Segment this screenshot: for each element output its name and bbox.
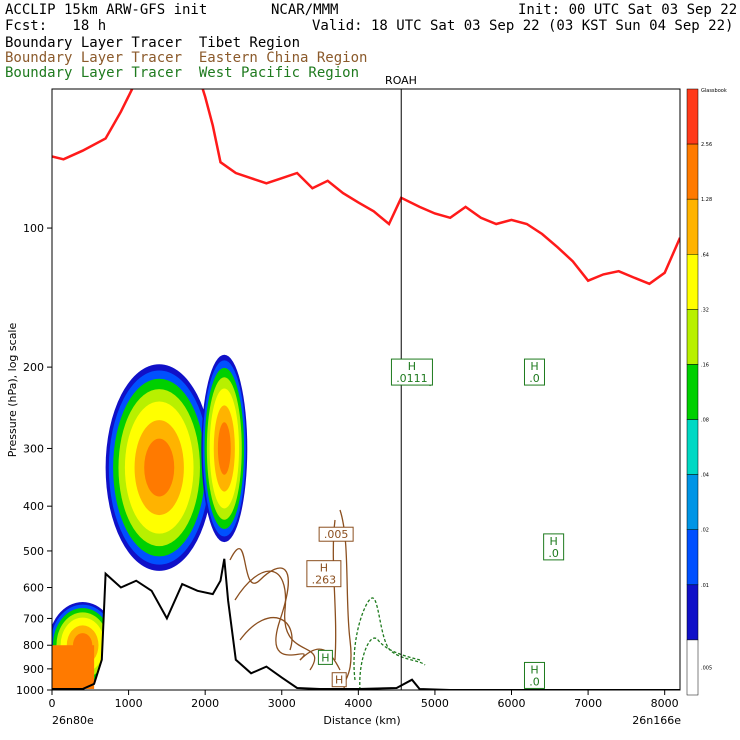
high-label-box-h5 [306,560,342,588]
header-org: NCAR/MMM [271,2,339,18]
high-label-text-h4-1: .0 [529,675,540,688]
high-label-text-h3-1: .0 [548,547,559,560]
header-valid: Valid: 18 UTC Sat 03 Sep 22 (03 KST Sun … [312,18,734,34]
high-label-box-h1 [390,358,433,386]
tibet-blob-main-level-6 [144,438,175,497]
legend-china: Boundary Layer Tracer Eastern China Regi… [5,50,368,66]
x-axis-label: Distance (km) [323,714,400,727]
high-label-text-h5-0: H [320,562,328,575]
terrain-line [52,558,680,690]
colorbar-swatch-5 [686,364,699,420]
plot-frame [51,88,681,691]
header-model: ACCLIP 15km ARW-GFS init [5,2,208,18]
colorbar-swatch-6 [686,419,699,475]
colorbar-swatch-8 [686,529,699,586]
high-label-box-h2 [523,358,545,386]
colorbar-level-2: 1.28 [701,197,712,203]
high-label-text-h4-0: H [530,663,538,676]
colorbar-level-6: .08 [701,418,709,424]
x-tick-label-7: 7000 [574,697,602,710]
y-tick-label-8: 900 [23,663,44,676]
colorbar-level-0: Glassbook [701,88,727,94]
x-tick-label-2: 2000 [191,697,219,710]
colorbar-level-4: .32 [701,307,709,313]
high-label-text-h8-0: H [335,674,343,687]
colorbar-swatch-0 [686,88,699,145]
colorbar-level-10: .005 [701,665,712,671]
colorbar-level-9: .01 [701,583,709,589]
tropopause-line [52,89,680,286]
y-tick-label-4: 500 [23,545,44,558]
high-label-box-h8 [331,672,347,688]
high-label-text-h5-1: .263 [312,574,337,587]
colorbar-swatch-3 [686,254,699,310]
colorbar-swatch-blank [686,639,699,696]
y-tick-label-0: 100 [23,222,44,235]
x-tick-label-8: 8000 [651,697,679,710]
high-label-text-h3-0: H [549,535,557,548]
y-tick-label-1: 200 [23,361,44,374]
pacific-tracer-contour-0 [353,597,426,681]
colorbar-level-1: 2.56 [701,142,712,148]
colorbar-swatch-1 [686,143,699,200]
x-tick-label-6: 6000 [498,697,526,710]
high-label-text-h1-0: H [408,360,416,373]
high-label-box-h3 [543,533,565,561]
y-tick-label-2: 300 [23,442,44,455]
high-label-text-h2-1: .0 [529,372,540,385]
header-fcst: Fcst: 18 h [5,18,107,34]
china-tracer-contour-2 [239,617,293,651]
high-label-box-h7 [317,649,333,665]
x-tick-label-1: 1000 [115,697,143,710]
y-tick-label-5: 600 [23,582,44,595]
y-tick-label-6: 700 [23,612,44,625]
legend-tibet: Boundary Layer Tracer Tibet Region [5,35,301,51]
colorbar-level-7: .04 [701,473,709,479]
y-tick-label-3: 400 [23,500,44,513]
colorbar-level-3: .64 [701,252,709,258]
china-tracer-contour-1 [234,570,316,671]
right-endpoint: 26n166e [632,714,681,727]
pacific-tracer-contour-1 [359,637,421,690]
x-tick-label-0: 0 [49,697,56,710]
tibet-low-core [52,645,95,689]
y-tick-label-9: 1000 [16,684,44,697]
colorbar-level-5: .16 [701,362,709,368]
y-axis-label: Pressure (hPa), log scale [6,323,19,458]
y-tick-label-7: 800 [23,639,44,652]
high-label-text-h2-0: H [530,360,538,373]
x-tick-label-3: 3000 [268,697,296,710]
colorbar-level-8: .02 [701,528,709,534]
tibet-blob-east-level-6 [217,422,231,475]
colorbar-swatch-9 [686,584,699,641]
header-init: Init: 00 UTC Sat 03 Sep 22 [518,2,738,18]
left-endpoint: 26n80e [52,714,94,727]
marker-label: ROAH [385,74,417,87]
high-label-box-h4 [523,661,545,689]
colorbar: Glassbook 2.56 1.28 .64 .32 .16 .08 .04 .02 .01 .0… [686,88,727,696]
colorbar-swatch-7 [686,474,699,530]
ground-mask [52,558,680,690]
colorbar-swatch-2 [686,198,699,255]
china-tracer-contour-0 [229,548,305,661]
high-label-text-h1-1: .0111 [396,372,428,385]
high-label-text-h7-0: H [321,651,329,664]
x-tick-label-5: 5000 [421,697,449,710]
x-tick-label-4: 4000 [344,697,372,710]
high-label-text-h6-0: .005 [324,528,349,541]
colorbar-swatch-4 [686,309,699,365]
high-label-box-h6 [318,526,354,542]
legend-pacific: Boundary Layer Tracer West Pacific Regio… [5,65,360,81]
tibet-tracer-fill [52,354,680,690]
